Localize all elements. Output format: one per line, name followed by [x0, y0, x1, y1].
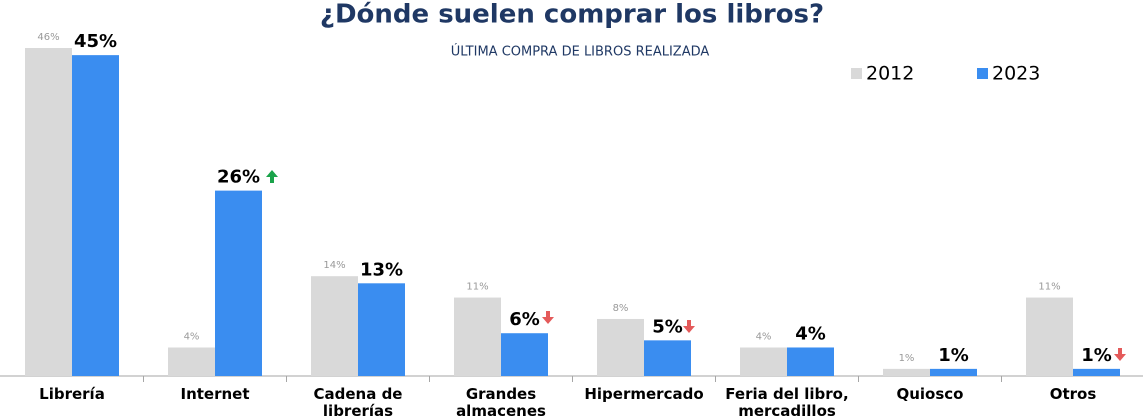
x-tick-label: Quiosco: [896, 385, 964, 403]
data-label: 4%: [184, 331, 200, 342]
x-tick-label: Librería: [39, 385, 105, 403]
legend-label: 2012: [866, 63, 914, 85]
down-arrow: [542, 311, 554, 324]
legend-label: 2023: [992, 63, 1040, 85]
bar: [25, 48, 72, 376]
bar: [930, 368, 977, 376]
data-label: 1%: [899, 353, 915, 364]
data-label: 6%: [509, 309, 540, 330]
bar: [1026, 297, 1073, 376]
bar: [501, 333, 548, 376]
data-label: 11%: [1038, 282, 1060, 293]
bar: [597, 318, 644, 376]
x-tick-label: Hipermercado: [584, 385, 704, 403]
chart-title: ¿Dónde suelen comprar los libros?: [320, 0, 824, 30]
x-tick-label: Otros: [1049, 385, 1097, 403]
bar: [644, 340, 691, 376]
legend-swatch: [977, 68, 988, 79]
bar: [358, 283, 405, 376]
data-label: 4%: [795, 323, 826, 344]
chart-subtitle: ÚLTIMA COMPRA DE LIBROS REALIZADA: [451, 44, 710, 60]
data-label: 26%: [217, 167, 260, 188]
data-label: 8%: [613, 303, 629, 314]
bar: [883, 368, 930, 376]
data-label: 13%: [360, 259, 403, 280]
data-label: 5%: [652, 316, 683, 337]
bar: [787, 347, 834, 376]
bar: [215, 190, 262, 376]
data-label: 1%: [1081, 345, 1112, 366]
data-label: 4%: [756, 331, 772, 342]
x-tick-label: Grandes almacenes: [456, 385, 546, 420]
data-label: 14%: [323, 260, 345, 271]
down-arrow: [683, 320, 695, 333]
x-tick-label: Feria del libro, mercadillos: [725, 385, 849, 420]
data-label: 1%: [938, 345, 969, 366]
bar: [1073, 368, 1120, 376]
legend-swatch: [851, 68, 862, 79]
data-label: 45%: [74, 31, 117, 52]
bar: [454, 297, 501, 376]
up-arrow: [266, 170, 278, 183]
x-tick-label: Internet: [180, 385, 250, 403]
bar: [740, 347, 787, 376]
data-label: 46%: [37, 32, 59, 43]
bar: [168, 347, 215, 376]
x-tick-label: Cadena de librerías: [313, 385, 403, 420]
bar: [311, 276, 358, 376]
down-arrow: [1114, 348, 1126, 361]
data-label: 11%: [466, 282, 488, 293]
bar: [72, 55, 119, 377]
